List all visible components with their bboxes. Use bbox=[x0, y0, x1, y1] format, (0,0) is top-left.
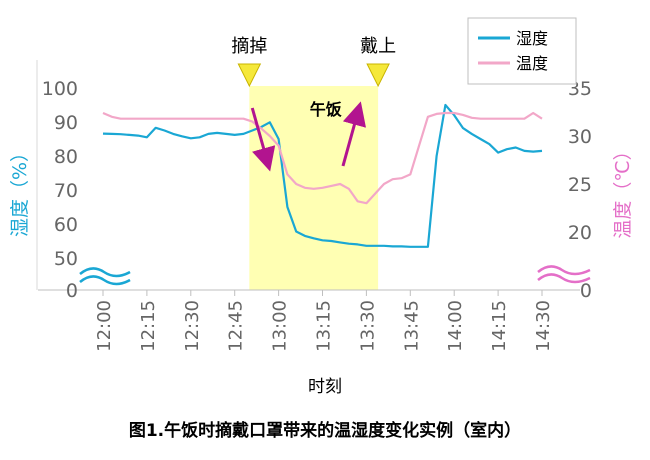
y-left-break-mark bbox=[79, 275, 131, 286]
x-tick-label: 12:00 bbox=[94, 300, 115, 352]
y-left-tick-label: 0 bbox=[66, 280, 78, 302]
wear-mask-label: 戴上 bbox=[360, 36, 396, 57]
x-tick-label: 13:45 bbox=[401, 300, 422, 352]
y-right-tick-label: 0 bbox=[580, 280, 592, 302]
x-tick-label: 12:45 bbox=[226, 300, 247, 352]
y-left-tick-label: 60 bbox=[54, 214, 78, 236]
x-tick-label: 14:00 bbox=[445, 300, 466, 352]
wear-mask-marker bbox=[366, 63, 390, 88]
y-right-axis-title: 温度（℃） bbox=[612, 141, 634, 238]
y-right-tick-label: 20 bbox=[568, 222, 592, 244]
y-left-tick-label: 100 bbox=[42, 78, 78, 100]
y-left-break-mark bbox=[79, 267, 131, 278]
y-right-break-mark bbox=[537, 265, 591, 276]
y-left-tick-label: 50 bbox=[54, 248, 78, 270]
remove-mask-marker bbox=[237, 63, 262, 88]
y-left-tick-label: 70 bbox=[54, 180, 78, 202]
x-tick-label: 12:30 bbox=[182, 300, 203, 352]
x-tick-label: 13:30 bbox=[357, 300, 378, 352]
up-arrow bbox=[341, 101, 366, 167]
y-right-tick-label: 30 bbox=[568, 126, 592, 148]
y-left-tick-label: 90 bbox=[54, 112, 78, 134]
y-right-break-mark bbox=[537, 273, 591, 284]
legend-label: 湿度 bbox=[516, 29, 548, 48]
x-tick-label: 12:15 bbox=[138, 300, 159, 352]
y-left-tick-label: 80 bbox=[54, 146, 78, 168]
temperature-series-line bbox=[102, 111, 543, 205]
figure-caption: 图1.午饭时摘戴口罩带来的温湿度变化实例（室内） bbox=[128, 421, 522, 441]
y-left-axis-title: 湿度（%） bbox=[9, 143, 31, 237]
highlight-label: 午饭 bbox=[310, 100, 342, 119]
y-right-tick-label: 25 bbox=[568, 174, 592, 196]
x-axis-title: 时刻 bbox=[308, 377, 342, 397]
x-tick-label: 14:30 bbox=[533, 300, 554, 352]
x-tick-label: 14:15 bbox=[489, 300, 510, 352]
legend-label: 温度 bbox=[516, 54, 548, 73]
x-tick-label: 13:15 bbox=[314, 300, 335, 352]
x-tick-label: 13:00 bbox=[270, 300, 291, 352]
humidity-series-line bbox=[102, 103, 543, 248]
legend-box bbox=[467, 17, 577, 85]
remove-mask-label: 摘掉 bbox=[231, 36, 267, 57]
down-arrow bbox=[250, 107, 276, 172]
